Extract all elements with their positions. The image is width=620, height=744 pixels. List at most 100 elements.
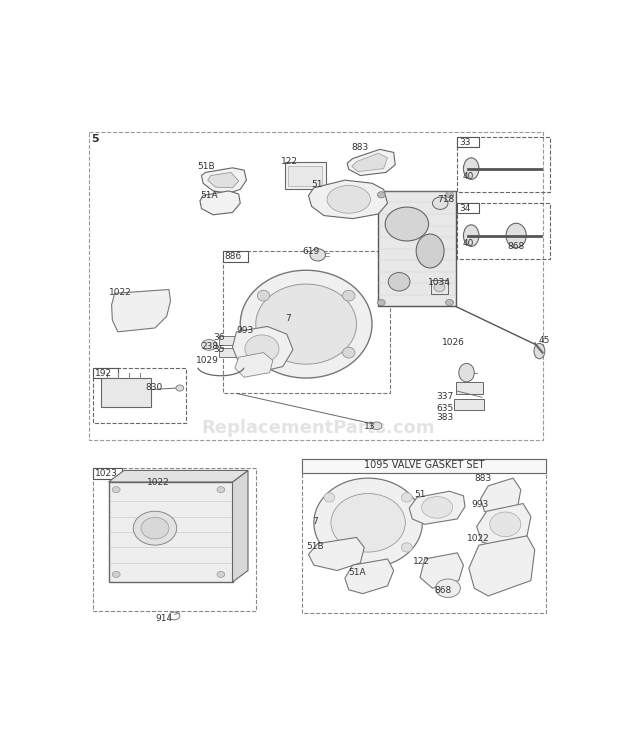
Bar xyxy=(458,203,551,259)
Text: 868: 868 xyxy=(434,586,451,595)
Text: 1022: 1022 xyxy=(467,534,489,543)
Text: 337: 337 xyxy=(436,392,453,401)
Bar xyxy=(303,459,546,613)
Polygon shape xyxy=(347,150,396,176)
Text: 1095 VALVE GASKET SET: 1095 VALVE GASKET SET xyxy=(365,460,485,469)
Text: 51B: 51B xyxy=(306,542,324,551)
Ellipse shape xyxy=(416,234,444,268)
Bar xyxy=(285,162,326,190)
Polygon shape xyxy=(108,470,248,482)
Ellipse shape xyxy=(459,363,474,382)
Ellipse shape xyxy=(434,283,445,292)
Ellipse shape xyxy=(176,385,184,391)
Bar xyxy=(93,368,118,378)
Bar xyxy=(458,137,551,193)
Bar xyxy=(378,191,456,307)
Ellipse shape xyxy=(446,300,453,306)
Ellipse shape xyxy=(327,185,371,214)
Text: ReplacementParts.com: ReplacementParts.com xyxy=(201,419,435,437)
Text: 1034: 1034 xyxy=(428,278,451,287)
Ellipse shape xyxy=(506,223,526,248)
Bar xyxy=(223,251,390,394)
Ellipse shape xyxy=(378,192,385,198)
Text: 7: 7 xyxy=(312,516,318,525)
Text: 5: 5 xyxy=(92,134,99,144)
Text: 122: 122 xyxy=(413,557,430,566)
Bar xyxy=(303,459,546,472)
Text: 883: 883 xyxy=(351,143,368,153)
Text: 883: 883 xyxy=(474,474,492,484)
Ellipse shape xyxy=(446,192,453,198)
Ellipse shape xyxy=(422,496,453,518)
Bar xyxy=(100,378,151,407)
Bar xyxy=(93,368,186,423)
Text: 1026: 1026 xyxy=(441,338,464,347)
Text: 51A: 51A xyxy=(348,568,366,577)
Bar xyxy=(93,468,123,479)
Bar xyxy=(223,251,248,262)
Polygon shape xyxy=(352,153,388,172)
Text: 993: 993 xyxy=(236,327,254,336)
Ellipse shape xyxy=(314,478,422,568)
Ellipse shape xyxy=(463,225,479,246)
Bar xyxy=(431,280,448,294)
Polygon shape xyxy=(232,327,293,373)
Ellipse shape xyxy=(257,290,270,301)
Ellipse shape xyxy=(331,493,405,552)
Text: 122: 122 xyxy=(281,157,298,166)
Text: 51A: 51A xyxy=(200,191,218,200)
Bar xyxy=(454,399,484,410)
Text: 868: 868 xyxy=(508,242,525,251)
Text: 1022: 1022 xyxy=(108,288,131,297)
Text: 619: 619 xyxy=(303,247,319,256)
Text: 35: 35 xyxy=(213,345,224,354)
Text: 718: 718 xyxy=(437,195,454,204)
Text: 1023: 1023 xyxy=(94,469,117,478)
Bar xyxy=(288,165,322,186)
Text: 33: 33 xyxy=(459,138,471,147)
Text: 383: 383 xyxy=(436,414,453,423)
Polygon shape xyxy=(112,289,170,332)
Text: 914: 914 xyxy=(155,615,172,623)
Ellipse shape xyxy=(324,543,335,552)
Polygon shape xyxy=(345,559,394,594)
Ellipse shape xyxy=(324,493,335,502)
Text: 34: 34 xyxy=(459,204,470,213)
Polygon shape xyxy=(208,173,239,187)
Polygon shape xyxy=(469,536,534,596)
Text: 13: 13 xyxy=(365,422,376,431)
Bar xyxy=(456,382,483,394)
Text: 238: 238 xyxy=(202,341,219,351)
Bar xyxy=(108,482,232,582)
Ellipse shape xyxy=(388,272,410,291)
Polygon shape xyxy=(309,537,365,571)
Polygon shape xyxy=(232,470,248,582)
Bar xyxy=(219,336,236,345)
Ellipse shape xyxy=(463,158,479,179)
Text: 51: 51 xyxy=(312,180,323,189)
Ellipse shape xyxy=(378,300,385,306)
Ellipse shape xyxy=(402,493,412,502)
Bar xyxy=(93,468,255,611)
Text: 993: 993 xyxy=(471,500,489,509)
Ellipse shape xyxy=(371,422,382,429)
Ellipse shape xyxy=(217,571,224,577)
Ellipse shape xyxy=(245,335,279,362)
Text: 36: 36 xyxy=(213,333,224,341)
Bar xyxy=(458,203,479,214)
Text: 635: 635 xyxy=(436,404,453,413)
Ellipse shape xyxy=(385,207,428,241)
Ellipse shape xyxy=(342,290,355,301)
Ellipse shape xyxy=(241,270,372,378)
Text: 1022: 1022 xyxy=(148,478,170,487)
Ellipse shape xyxy=(257,347,270,358)
Ellipse shape xyxy=(141,517,169,539)
Ellipse shape xyxy=(435,579,460,597)
Polygon shape xyxy=(477,504,531,548)
Polygon shape xyxy=(309,180,388,219)
Ellipse shape xyxy=(112,571,120,577)
Ellipse shape xyxy=(534,344,545,359)
Polygon shape xyxy=(202,168,247,193)
Ellipse shape xyxy=(402,543,412,552)
Text: 40: 40 xyxy=(463,240,474,248)
